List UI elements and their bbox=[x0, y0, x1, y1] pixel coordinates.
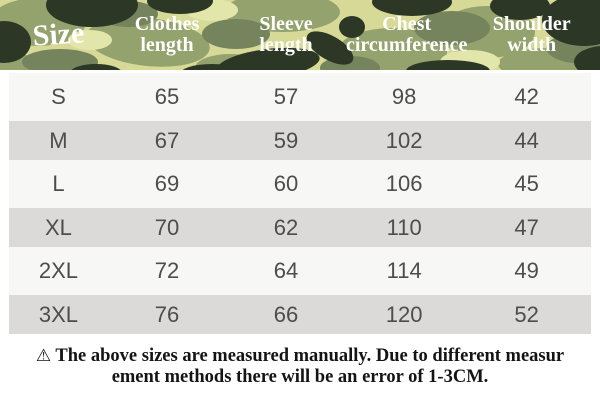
sleeve-length-value: 62 bbox=[273, 214, 299, 240]
clothes-length-value: 69 bbox=[154, 171, 180, 196]
size-label: 2XL bbox=[38, 258, 79, 283]
size-label: L bbox=[52, 171, 65, 196]
clothes-length-value: 70 bbox=[154, 214, 180, 240]
clothes-length-value: 67 bbox=[154, 127, 180, 153]
shoulder-width-value: 49 bbox=[514, 258, 539, 283]
size-label: XL bbox=[45, 214, 72, 240]
size-label: 3XL bbox=[38, 301, 79, 327]
table-row-2xl: 2XL 72 64 114 49 bbox=[9, 247, 591, 295]
column-header-clothes-length: Clothes length bbox=[134, 13, 200, 56]
sleeve-length-value: 59 bbox=[273, 127, 299, 153]
chest-circumference-value: 120 bbox=[385, 301, 423, 327]
chest-circumference-value: 102 bbox=[385, 127, 423, 153]
shoulder-width-value: 44 bbox=[514, 127, 539, 153]
shoulder-width-value: 42 bbox=[514, 84, 539, 109]
table-row-3xl: 3XL 76 66 120 52 bbox=[9, 295, 591, 334]
sleeve-length-value: 60 bbox=[273, 171, 299, 196]
footer-note-text: The above sizes are measured manually. D… bbox=[55, 346, 565, 387]
chest-circumference-value: 110 bbox=[386, 214, 422, 240]
size-label: S bbox=[51, 84, 66, 109]
header-row: Size Clothes length Sleeve length Chest … bbox=[0, 0, 600, 70]
shoulder-width-value: 52 bbox=[514, 301, 539, 327]
column-header-chest-circumference: Chest circumference bbox=[345, 13, 468, 56]
table-row-l: L 69 60 106 45 bbox=[9, 160, 591, 208]
table-header: Size Clothes length Sleeve length Chest … bbox=[0, 0, 600, 70]
table-row-m: M 67 59 102 44 bbox=[9, 121, 591, 160]
sleeve-length-value: 66 bbox=[273, 301, 299, 327]
column-header-shoulder-width: Shoulder width bbox=[492, 13, 571, 56]
shoulder-width-value: 47 bbox=[514, 214, 539, 240]
table-row-xl: XL 70 62 110 47 bbox=[9, 208, 591, 247]
size-table: S 65 57 98 42 M 67 59 102 44 L 69 60 106… bbox=[0, 70, 600, 334]
clothes-length-value: 65 bbox=[154, 84, 180, 109]
sleeve-length-value: 64 bbox=[273, 258, 299, 283]
warning-icon: ⚠ bbox=[35, 346, 52, 366]
chest-circumference-value: 106 bbox=[385, 171, 423, 196]
camo-pattern bbox=[0, 0, 600, 70]
column-header-sleeve-length: Sleeve length bbox=[259, 13, 313, 56]
sleeve-length-value: 57 bbox=[273, 84, 299, 109]
chest-circumference-value: 114 bbox=[386, 258, 422, 283]
shoulder-width-value: 45 bbox=[514, 171, 539, 196]
clothes-length-value: 76 bbox=[154, 301, 180, 327]
table-row-s: S 65 57 98 42 bbox=[9, 73, 591, 121]
clothes-length-value: 72 bbox=[154, 258, 180, 283]
size-label: M bbox=[49, 127, 68, 153]
chest-circumference-value: 98 bbox=[391, 84, 417, 109]
footer-note: ⚠ The above sizes are measured manually.… bbox=[0, 346, 600, 388]
column-header-size: Size bbox=[31, 16, 86, 53]
